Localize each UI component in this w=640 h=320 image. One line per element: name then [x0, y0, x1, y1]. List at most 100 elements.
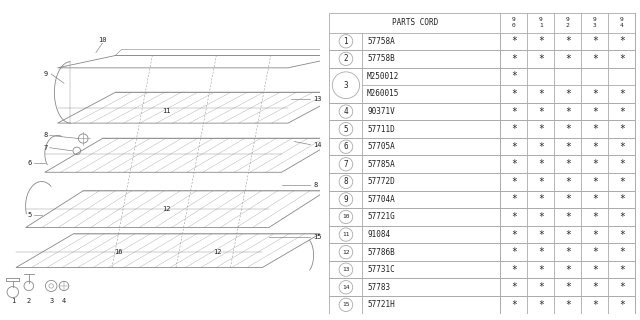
Text: 7: 7 — [344, 160, 348, 169]
Text: *: * — [619, 177, 625, 187]
Text: 9
2: 9 2 — [566, 17, 570, 28]
Text: 1: 1 — [344, 37, 348, 46]
Text: 2: 2 — [27, 298, 31, 304]
Text: *: * — [619, 124, 625, 134]
Text: 2: 2 — [344, 54, 348, 63]
Bar — [330, 50, 636, 68]
Bar — [330, 261, 636, 278]
Text: *: * — [511, 177, 517, 187]
Text: 9
3: 9 3 — [593, 17, 596, 28]
Text: 57772D: 57772D — [367, 177, 395, 186]
Text: 5: 5 — [28, 212, 32, 218]
Text: *: * — [619, 265, 625, 275]
Text: *: * — [592, 159, 598, 169]
Text: 9: 9 — [344, 195, 348, 204]
Text: 13: 13 — [342, 267, 349, 272]
Text: *: * — [619, 282, 625, 292]
Text: *: * — [538, 212, 544, 222]
Bar — [330, 120, 636, 138]
Text: *: * — [619, 300, 625, 310]
Text: 57711D: 57711D — [367, 124, 395, 134]
Text: *: * — [538, 36, 544, 46]
Text: 1: 1 — [11, 298, 15, 304]
Text: 57721G: 57721G — [367, 212, 395, 221]
Bar — [330, 278, 636, 296]
Text: *: * — [592, 142, 598, 152]
Text: *: * — [511, 229, 517, 240]
Text: 6: 6 — [344, 142, 348, 151]
Bar — [330, 173, 636, 191]
Text: 57785A: 57785A — [367, 160, 395, 169]
Text: 11: 11 — [162, 108, 171, 114]
Text: *: * — [538, 89, 544, 99]
Text: *: * — [619, 142, 625, 152]
Text: PARTS CORD: PARTS CORD — [392, 18, 438, 27]
Text: 14: 14 — [314, 142, 322, 148]
Bar — [330, 296, 636, 314]
Text: 15: 15 — [314, 234, 322, 240]
Text: *: * — [565, 300, 571, 310]
Bar — [330, 208, 636, 226]
Text: *: * — [511, 212, 517, 222]
Text: 14: 14 — [342, 285, 349, 290]
Bar — [330, 191, 636, 208]
Text: 57705A: 57705A — [367, 142, 395, 151]
Bar — [330, 156, 636, 173]
Text: *: * — [538, 107, 544, 116]
Bar — [330, 68, 636, 103]
Text: *: * — [565, 265, 571, 275]
Text: *: * — [592, 195, 598, 204]
Text: 57721H: 57721H — [367, 300, 395, 309]
Text: *: * — [511, 265, 517, 275]
Text: *: * — [538, 54, 544, 64]
Text: 5: 5 — [344, 124, 348, 134]
Text: *: * — [565, 282, 571, 292]
Text: *: * — [565, 36, 571, 46]
Text: *: * — [619, 212, 625, 222]
Text: *: * — [592, 89, 598, 99]
Text: *: * — [565, 195, 571, 204]
Text: *: * — [565, 107, 571, 116]
Text: 12: 12 — [162, 206, 171, 212]
Text: *: * — [511, 54, 517, 64]
Text: *: * — [619, 89, 625, 99]
Text: *: * — [619, 159, 625, 169]
Bar — [330, 156, 636, 173]
Text: *: * — [592, 107, 598, 116]
Text: 12: 12 — [342, 250, 349, 255]
Bar — [330, 173, 636, 191]
Text: 91084: 91084 — [367, 230, 390, 239]
Text: 9
4: 9 4 — [620, 17, 623, 28]
Bar — [330, 226, 636, 243]
Text: *: * — [511, 71, 517, 81]
Bar — [330, 191, 636, 208]
Text: *: * — [511, 282, 517, 292]
Text: *: * — [592, 247, 598, 257]
Text: *: * — [538, 159, 544, 169]
Bar — [330, 208, 636, 226]
Bar — [330, 103, 636, 120]
Text: 8: 8 — [344, 177, 348, 186]
Text: *: * — [565, 247, 571, 257]
Text: 57758B: 57758B — [367, 54, 395, 63]
Text: *: * — [511, 36, 517, 46]
Text: *: * — [538, 142, 544, 152]
Text: *: * — [619, 247, 625, 257]
Text: 6: 6 — [28, 160, 32, 166]
Text: *: * — [565, 212, 571, 222]
Bar — [330, 103, 636, 120]
Text: *: * — [565, 124, 571, 134]
Text: *: * — [511, 124, 517, 134]
Text: *: * — [619, 54, 625, 64]
Text: *: * — [592, 212, 598, 222]
Text: *: * — [511, 300, 517, 310]
Text: 16: 16 — [114, 249, 123, 255]
Text: *: * — [619, 36, 625, 46]
Text: *: * — [565, 229, 571, 240]
Bar — [330, 33, 636, 50]
Text: *: * — [538, 195, 544, 204]
Text: *: * — [538, 229, 544, 240]
Text: *: * — [592, 177, 598, 187]
Text: *: * — [619, 229, 625, 240]
Bar — [330, 243, 636, 261]
